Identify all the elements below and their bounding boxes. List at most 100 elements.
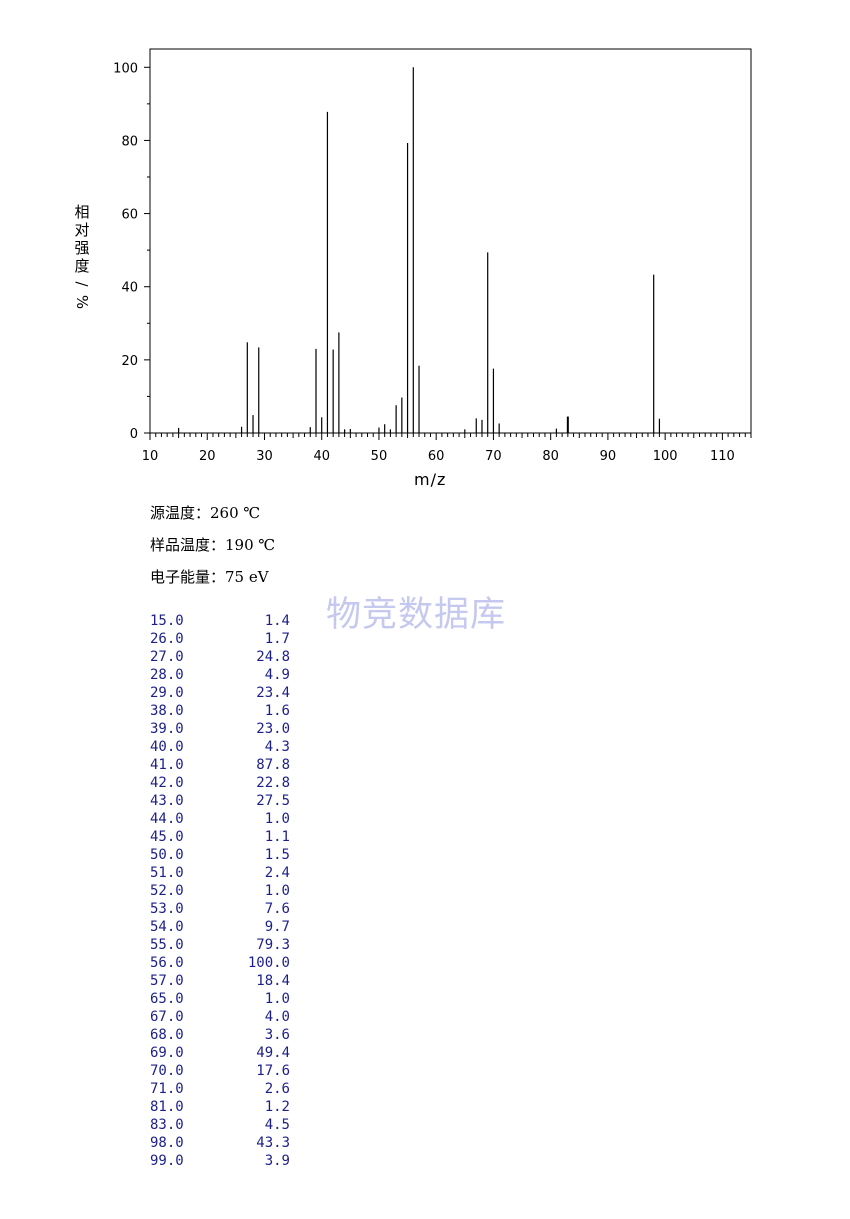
peak-row: 50.0 1.5 [150,846,290,864]
peak-mz: 15.0 [150,613,184,629]
peak-intensity: 1.0 [264,883,290,899]
peak-mz: 39.0 [150,721,184,737]
peak-intensity: 23.0 [256,721,290,737]
sample-temperature: 样品温度：190 ℃ [150,536,276,554]
peak-intensity: 79.3 [256,937,290,953]
peak-intensity: 9.7 [264,919,290,935]
x-tick-label: 110 [710,449,735,464]
peak-mz: 99.0 [150,1153,184,1169]
peak-row: 53.0 7.6 [150,900,290,918]
peak-mz: 71.0 [150,1081,184,1097]
y-axis-label-char: 度 [74,257,90,275]
plot-frame [149,48,752,434]
peak-row: 27.0 24.8 [150,648,290,666]
peak-mz: 42.0 [150,775,184,791]
mass-spectrum-chart: 0 20 40 60 80 100 10 20 30 40 50 60 70 80 90 100 110 [113,48,752,464]
peak-row: 41.0 87.8 [150,756,290,774]
peak-row: 99.0 3.9 [150,1152,290,1170]
peak-mz: 41.0 [150,757,184,773]
peak-row: 38.0 1.6 [150,702,290,720]
x-tick-label: 30 [256,449,273,464]
peak-row: 39.0 23.0 [150,720,290,738]
peak-intensity: 1.1 [264,829,290,845]
peak-mz: 69.0 [150,1045,184,1061]
peak-intensity: 1.0 [264,811,290,827]
y-tick-label: 80 [121,134,138,149]
peak-mz: 45.0 [150,829,184,845]
peak-intensity: 1.5 [264,847,290,863]
peak-intensity: 4.3 [264,739,290,755]
peak-mz: 53.0 [150,901,184,917]
peak-row: 68.0 3.6 [150,1026,290,1044]
peak-intensity: 1.2 [264,1099,290,1115]
peak-mz: 67.0 [150,1009,184,1025]
peak-row: 83.0 4.5 [150,1116,290,1134]
peak-row: 81.0 1.2 [150,1098,290,1116]
y-axis-label-char: / [73,281,91,287]
peak-intensity: 49.4 [256,1045,290,1061]
peak-mz: 28.0 [150,667,184,683]
y-tick-label: 0 [130,427,138,442]
peak-intensity: 4.9 [264,667,290,683]
peak-intensity: 1.7 [264,631,290,647]
x-tick-label: 60 [428,449,445,464]
x-axis: 10 20 30 40 50 60 70 80 90 100 110 [142,433,752,464]
peak-mz: 27.0 [150,649,184,665]
peak-intensity: 3.6 [264,1027,290,1043]
y-axis-label-char: % [73,294,91,310]
peak-row: 52.0 1.0 [150,882,290,900]
peak-mz: 38.0 [150,703,184,719]
peak-intensity: 43.3 [256,1135,290,1151]
x-tick-label: 80 [542,449,559,464]
peak-intensity: 23.4 [256,685,290,701]
peak-mz: 54.0 [150,919,184,935]
peak-mz: 29.0 [150,685,184,701]
peak-intensity: 100.0 [247,955,290,971]
peak-intensity: 24.8 [256,649,290,665]
y-axis: 0 20 40 60 80 100 [113,61,150,442]
peak-row: 67.0 4.0 [150,1008,290,1026]
peak-intensity: 7.6 [264,901,290,917]
peak-row: 15.0 1.4 [150,612,290,630]
peak-row: 56.0 100.0 [150,954,290,972]
source-temperature: 源温度：260 ℃ [150,504,261,522]
x-tick-label: 40 [313,449,330,464]
y-tick-label: 20 [121,354,138,369]
peak-row: 26.0 1.7 [150,630,290,648]
peak-row: 44.0 1.0 [150,810,290,828]
peak-row: 57.0 18.4 [150,972,290,990]
peak-row: 42.0 22.8 [150,774,290,792]
peak-mz: 44.0 [150,811,184,827]
y-axis-label: 相对强度 /% [72,203,92,311]
peak-mz: 55.0 [150,937,184,953]
electron-energy: 电子能量：75 eV [150,568,269,586]
peak-intensity: 1.0 [264,991,290,1007]
peak-bars [178,67,661,433]
watermark: 物竞数据库 [326,595,507,635]
peak-row: 28.0 4.9 [150,666,290,684]
peak-mz: 98.0 [150,1135,184,1151]
peak-row: 65.0 1.0 [150,990,290,1008]
peak-intensity: 87.8 [256,757,290,773]
peak-row: 40.0 4.3 [150,738,290,756]
x-tick-label: 10 [142,449,159,464]
peak-row: 54.0 9.7 [150,918,290,936]
peak-row: 70.0 17.6 [150,1062,290,1080]
peak-mz: 65.0 [150,991,184,1007]
peak-row: 45.0 1.1 [150,828,290,846]
peak-intensity: 4.5 [264,1117,290,1133]
peak-mz: 83.0 [150,1117,184,1133]
x-tick-label: 20 [199,449,216,464]
y-axis-label-char: 强 [74,239,90,257]
peak-intensity: 17.6 [256,1063,290,1079]
peak-row: 69.0 49.4 [150,1044,290,1062]
x-tick-label: 100 [653,449,678,464]
peak-mz: 40.0 [150,739,184,755]
y-axis-label-char: 对 [74,221,90,239]
peak-intensity: 4.0 [264,1009,290,1025]
peak-mz: 57.0 [150,973,184,989]
y-tick-label: 40 [121,281,138,296]
peak-mz: 56.0 [150,955,184,971]
peak-intensity: 1.4 [264,613,290,629]
y-axis-label-char: 相 [74,203,90,221]
